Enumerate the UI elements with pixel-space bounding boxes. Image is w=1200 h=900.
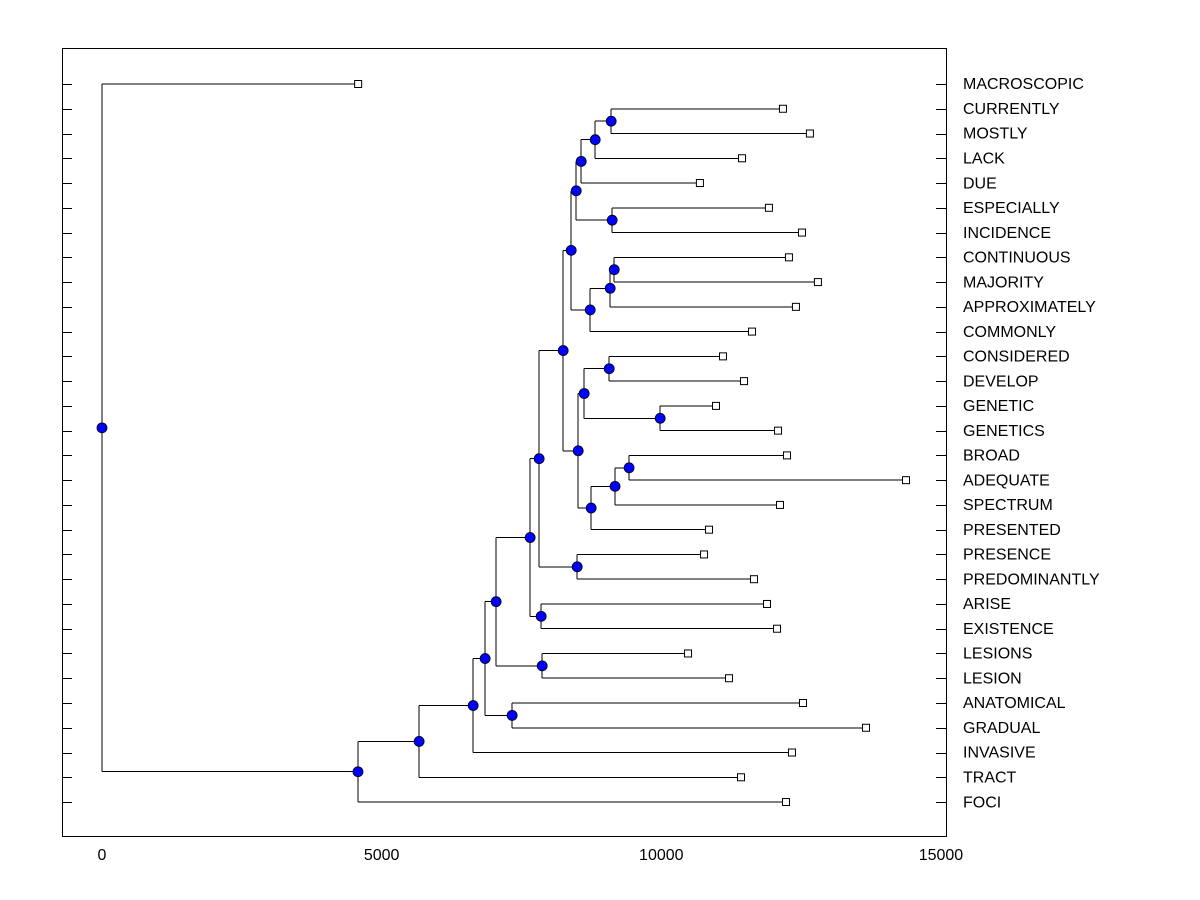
merge-node	[490, 596, 502, 608]
merge-node	[479, 653, 491, 664]
merge-node	[467, 700, 479, 711]
leaf-label: MACROSCOPIC	[963, 76, 1084, 93]
merge-node	[535, 610, 547, 622]
merge-node	[524, 532, 536, 543]
merge-node	[604, 282, 616, 294]
leaf-node	[778, 104, 787, 113]
leaf-label: FOCI	[963, 794, 1001, 811]
merge-node	[533, 453, 545, 465]
leaf-node	[781, 798, 790, 807]
leaf-label: PRESENTED	[963, 522, 1061, 539]
leaf-label: SPECTRUM	[963, 497, 1053, 514]
leaf-label: CONSIDERED	[963, 349, 1070, 366]
merge-node	[578, 388, 590, 399]
merge-node	[506, 709, 518, 721]
merge-node	[606, 214, 618, 226]
leaf-label: DUE	[963, 175, 997, 192]
leaf-node	[719, 352, 728, 361]
leaf-label: EXISTENCE	[963, 621, 1054, 638]
merge-node	[603, 363, 615, 375]
leaf-node	[862, 723, 871, 732]
merge-node	[352, 766, 364, 778]
merge-node	[536, 660, 548, 672]
leaf-label: APPROXIMATELY	[963, 299, 1096, 316]
merge-node	[570, 185, 582, 197]
leaf-node	[737, 773, 746, 782]
leaf-label: GENETICS	[963, 423, 1045, 440]
leaf-label: MOSTLY	[963, 126, 1028, 143]
merge-node	[413, 736, 425, 747]
leaf-node	[712, 401, 721, 410]
leaf-node	[740, 377, 749, 386]
x-tick-label: 15000	[919, 847, 964, 864]
leaf-label: GENETIC	[963, 398, 1034, 415]
leaf-label: COMMONLY	[963, 324, 1056, 341]
merge-node	[571, 561, 583, 573]
leaf-node	[782, 451, 791, 460]
leaf-label: ESPECIALLY	[963, 200, 1060, 217]
leaf-node	[791, 302, 800, 311]
merge-node	[584, 304, 596, 316]
leaf-label: INVASIVE	[963, 745, 1036, 762]
leaf-node	[724, 674, 733, 683]
leaf-label: CONTINUOUS	[963, 250, 1071, 267]
leaf-node	[775, 500, 784, 509]
leaf-node	[784, 253, 793, 262]
merge-node	[585, 502, 597, 514]
leaf-node	[787, 748, 796, 757]
leaf-label: GRADUAL	[963, 720, 1040, 737]
leaf-node	[700, 550, 709, 559]
leaf-node	[738, 154, 747, 163]
leaf-node	[805, 129, 814, 138]
leaf-label: BROAD	[963, 448, 1020, 465]
merge-node	[589, 134, 601, 146]
merge-node	[565, 244, 577, 256]
merge-node	[654, 412, 666, 424]
leaf-label: PREDOMINANTLY	[963, 571, 1100, 588]
leaf-node	[763, 599, 772, 608]
merge-node	[557, 345, 569, 356]
plot-frame	[62, 48, 947, 837]
leaf-label: INCIDENCE	[963, 225, 1051, 242]
leaf-node	[774, 426, 783, 435]
x-tick-label: 0	[98, 847, 107, 864]
merge-node	[608, 264, 620, 276]
leaf-node	[798, 699, 807, 707]
leaf-label: CURRENTLY	[963, 101, 1060, 118]
leaf-node	[748, 327, 757, 336]
leaf-label: ARISE	[963, 596, 1011, 613]
leaf-node	[695, 179, 704, 188]
merge-node	[605, 115, 617, 127]
merge-node	[572, 445, 584, 457]
leaf-node	[764, 203, 773, 212]
merge-node	[96, 422, 108, 434]
x-tick-label: 5000	[364, 847, 400, 864]
leaf-label: DEVELOP	[963, 373, 1039, 390]
merge-node	[623, 462, 635, 474]
x-tick-label: 10000	[639, 847, 684, 864]
leaf-node	[813, 278, 822, 287]
leaf-node	[749, 575, 758, 584]
leaf-label: LESION	[963, 670, 1022, 687]
leaf-label: TRACT	[963, 769, 1017, 786]
merge-node	[609, 480, 621, 492]
leaf-node	[797, 228, 806, 237]
leaf-label: PRESENCE	[963, 547, 1051, 564]
leaf-node	[705, 525, 714, 534]
leaf-node	[773, 624, 782, 633]
leaf-label: ANATOMICAL	[963, 695, 1066, 712]
leaf-node	[684, 649, 693, 658]
leaf-node	[902, 476, 911, 485]
leaf-label: LESIONS	[963, 646, 1032, 663]
leaf-label: ADEQUATE	[963, 472, 1050, 489]
leaf-node	[354, 80, 363, 88]
merge-node	[575, 155, 587, 167]
leaf-label: LACK	[963, 150, 1005, 167]
leaf-label: MAJORITY	[963, 274, 1044, 291]
